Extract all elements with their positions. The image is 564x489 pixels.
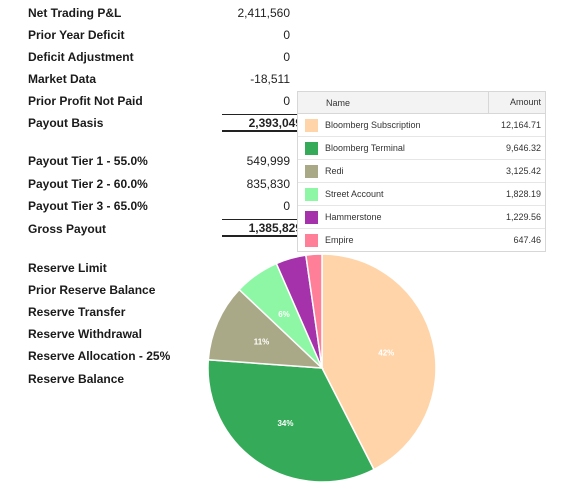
legend-row: Empire 647.46 [298, 229, 545, 251]
tier-label: Payout Tier 3 - 65.0% [28, 199, 148, 213]
legend-amount: 1,828.19 [505, 189, 541, 199]
legend-name: Bloomberg Subscription [325, 120, 421, 130]
legend-name: Street Account [325, 189, 384, 199]
gross-payout-value: 1,385,829 [222, 219, 302, 237]
tier-value: 0 [283, 199, 290, 213]
summary-label: Deficit Adjustment [28, 50, 134, 64]
legend-header-amount: Amount [488, 92, 545, 113]
reserve-label: Reserve Limit [28, 261, 107, 275]
tier-value: 549,999 [246, 154, 290, 168]
legend-row: Bloomberg Subscription 12,164.71 [298, 114, 545, 137]
legend-swatch [305, 233, 318, 247]
reserve-label: Reserve Allocation - 25% [28, 349, 171, 363]
summary-value: -18,511 [250, 72, 290, 86]
legend-table: Name Amount Bloomberg Subscription 12,164… [297, 91, 546, 252]
legend-swatch [305, 187, 318, 201]
pie-slice[interactable] [305, 253, 323, 369]
legend-swatch [305, 141, 318, 155]
legend-amount: 1,229.56 [505, 212, 541, 222]
tier-label: Payout Tier 1 - 55.0% [28, 154, 148, 168]
legend-row: Hammerstone 1,229.56 [298, 206, 545, 229]
legend-rows: Bloomberg Subscription 12,164.71 Bloomberg… [298, 114, 545, 251]
legend-name: Redi [325, 166, 344, 176]
summary-label: Prior Profit Not Paid [28, 94, 143, 108]
legend-amount: 12,164.71 [500, 120, 541, 130]
summary-value: 0 [283, 50, 290, 64]
legend-amount: 3,125.42 [505, 166, 541, 176]
summary-label: Market Data [28, 72, 97, 86]
legend-amount: 9,646.32 [505, 143, 541, 153]
reserve-label: Reserve Transfer [28, 305, 126, 319]
pie-slice-label: 6% [278, 310, 290, 319]
legend-swatch [305, 210, 318, 224]
tier-value: 835,830 [246, 177, 290, 191]
pie-slice[interactable] [207, 358, 375, 483]
legend-name: Hammerstone [325, 212, 382, 222]
summary-label: Prior Year Deficit [28, 28, 125, 42]
pie-slice-label: 34% [277, 419, 293, 428]
legend-name: Bloomberg Terminal [325, 143, 405, 153]
reserve-label: Prior Reserve Balance [28, 283, 156, 297]
pie-slice[interactable] [321, 253, 437, 471]
summary-value: 0 [283, 94, 290, 108]
pie-slice-label: 42% [378, 349, 394, 358]
legend-header-name: Name [326, 97, 351, 108]
summary-value: 2,411,560 [237, 6, 291, 20]
reserve-label: Reserve Withdrawal [28, 327, 142, 341]
summary-value: 0 [283, 28, 290, 42]
legend-header: Name Amount [298, 92, 545, 114]
pie-slice-label: 11% [254, 337, 270, 346]
legend-name: Empire [325, 235, 354, 245]
legend-swatch [305, 164, 318, 178]
legend-row: Bloomberg Terminal 9,646.32 [298, 137, 545, 160]
gross-payout-label: Gross Payout [28, 222, 107, 236]
summary-label: Net Trading P&L [28, 6, 122, 20]
legend-amount: 647.46 [513, 235, 541, 245]
tier-label: Payout Tier 2 - 60.0% [28, 177, 148, 191]
legend-row: Redi 3,125.42 [298, 160, 545, 183]
legend-swatch [305, 118, 318, 132]
pie-slice[interactable] [207, 288, 325, 369]
legend-row: Street Account 1,828.19 [298, 183, 545, 206]
reserve-label: Reserve Balance [28, 372, 125, 386]
payout-basis-label: Payout Basis [28, 116, 104, 130]
payout-basis-value: 2,393,049 [222, 114, 302, 132]
